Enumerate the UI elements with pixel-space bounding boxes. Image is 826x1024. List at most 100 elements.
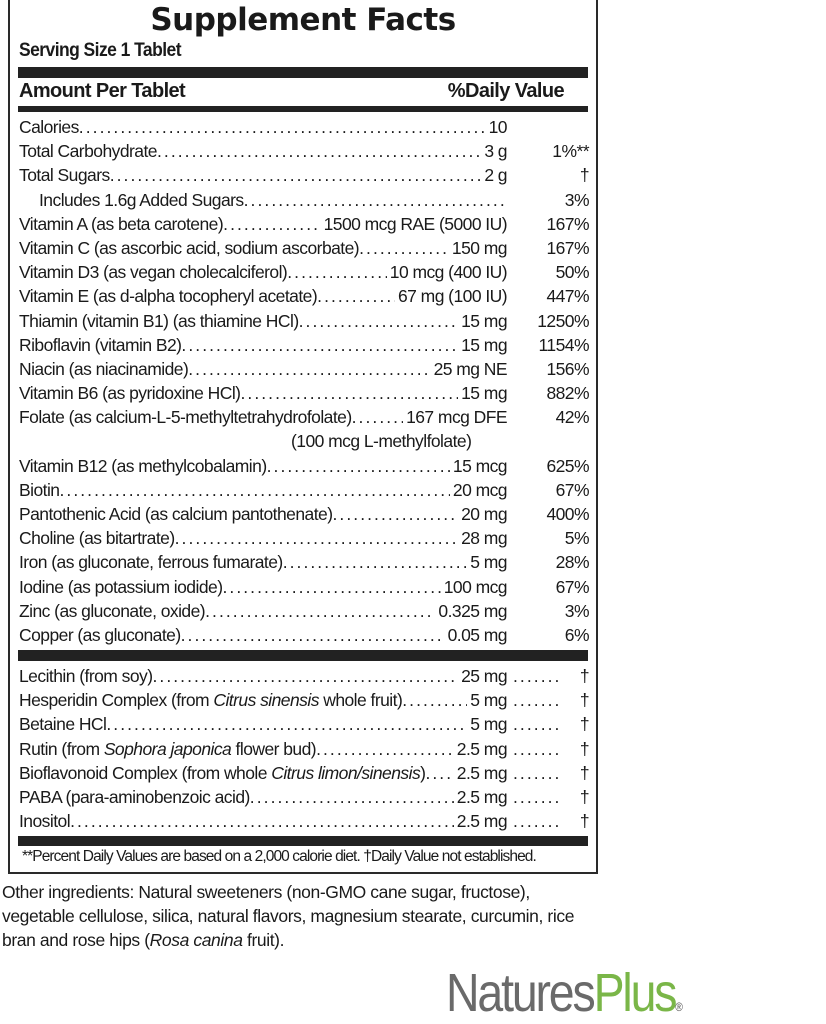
nutrient-daily-value: 3% (564, 600, 590, 621)
nutrient-name: Riboflavin (vitamin B2) (19, 334, 182, 355)
nutrient-daily-value: 156% (546, 358, 589, 379)
other-nutrient-row: PABA (para-aminobenzoic acid) 2.5 mg † (19, 785, 590, 809)
nutrient-daily-value: 625% (546, 455, 589, 476)
dot-leader (267, 454, 450, 478)
other-ingredients: Other ingredients: Natural sweeteners (n… (2, 880, 602, 952)
nutrient-amount: 20 mcg (452, 479, 508, 500)
nutrient-name: Hesperidin Complex (from Citrus sinensis… (19, 688, 403, 712)
nutrient-amount: 5 mg (470, 552, 507, 573)
nutrient-daily-value: 167% (546, 213, 589, 234)
nutrient-row: Iron (as gluconate, ferrous fumarate) 5 m… (19, 550, 590, 574)
nutrient-name: PABA (para-aminobenzoic acid) (19, 785, 250, 809)
nutrient-name: Choline (as bitartrate) (19, 528, 175, 549)
nutrient-name: Copper (as gluconate) (19, 624, 181, 645)
nutrient-row: Vitamin A (as beta carotene) 1500 mcg RAE… (19, 212, 590, 236)
nutrient-name-text: Betaine HCl (19, 714, 107, 735)
nutrient-amount: 5 mg (470, 714, 507, 735)
nutrient-amount: 10 (488, 117, 508, 137)
nutrient-daily-value: † (579, 811, 590, 832)
nutrient-row: Vitamin E (as d-alpha tocopheryl acetate… (19, 284, 590, 308)
nutrient-amount: 100 mcg (443, 576, 508, 597)
nutrient-name: Vitamin D3 (as vegan cholecalciferol) (19, 262, 288, 283)
nutrient-row: Zinc (as gluconate, oxide) 0.325 mg 3% (19, 599, 590, 623)
nutrient-name-text: Rutin (from (19, 738, 104, 759)
nutrient-amount: 15 mg (461, 383, 507, 404)
dot-leader (110, 163, 482, 187)
naturesplus-logo: NaturesPlus® (446, 962, 683, 1024)
dot-leader (59, 478, 449, 502)
divider-medium (18, 106, 588, 112)
nutrient-name: Total Sugars (19, 165, 110, 186)
nutrient-amount: 2.5 mg (456, 786, 508, 807)
nutrient-row: Pantothenic Acid (as calcium pantothenat… (19, 502, 590, 526)
nutrient-name-text: Bioflavonoid Complex (from whole (19, 762, 272, 783)
nutrient-amount: 10 mcg (400 IU) (389, 262, 508, 283)
footnote: **Percent Daily Values are based on a 2,… (22, 848, 537, 865)
dot-leader (181, 333, 458, 357)
dot-leader (106, 712, 467, 736)
nutrient-daily-value: 42% (555, 407, 590, 428)
nutrient-name-italic: Citrus sinensis (213, 690, 319, 711)
nutrient-amount: 2.5 mg (456, 738, 508, 759)
nutrient-daily-value: † (579, 786, 590, 807)
dot-leader (152, 664, 458, 688)
nutrient-row: Vitamin C (as ascorbic acid, sodium asco… (19, 236, 590, 260)
nutrient-row: Total Sugars 2 g † (19, 163, 590, 187)
divider-thick (18, 650, 588, 661)
nutrient-amount: 2.5 mg (456, 762, 508, 783)
nutrient-name-italic: Citrus limon/sinensis (271, 762, 421, 783)
nutrient-name-italic: Sophora japonica (103, 738, 232, 759)
nutrient-name: Vitamin C (as ascorbic acid, sodium asco… (19, 237, 360, 258)
nutrient-amount: 5 mg (470, 690, 507, 711)
dot-leader (287, 260, 387, 284)
nutrient-daily-value: † (579, 762, 590, 783)
dot-leader (507, 785, 561, 809)
other-nutrient-list: Lecithin (from soy) 25 mg † Hesperidin Comp… (19, 664, 590, 833)
daily-value-header: %Daily Value (447, 80, 565, 102)
other-nutrient-row: Lecithin (from soy) 25 mg † (19, 664, 590, 688)
nutrient-name-text-end: whole fruit) (318, 690, 403, 711)
nutrient-name-text: Inositol (19, 811, 71, 832)
nutrient-name: Vitamin E (as d-alpha tocopheryl acetate… (19, 286, 318, 307)
divider-thick (18, 836, 588, 846)
dot-leader (157, 139, 481, 163)
dot-leader (79, 115, 486, 139)
nutrient-name: Iron (as gluconate, ferrous fumarate) (19, 552, 283, 573)
nutrient-name-text: Lecithin (from soy) (19, 666, 153, 686)
nutrient-amount: 0.05 mg (447, 624, 508, 645)
dot-leader (205, 599, 435, 623)
dot-leader (316, 737, 454, 761)
nutrient-amount: 0.325 mg (438, 600, 507, 621)
nutrient-daily-value: 400% (546, 504, 589, 524)
nutrient-row: Iodine (as potassium iodide) 100 mcg 67% (19, 575, 590, 599)
other-nutrient-row: Bioflavonoid Complex (from whole Citrus … (19, 761, 590, 785)
nutrient-name: Includes 1.6g Added Sugars (39, 189, 244, 210)
nutrient-daily-value: 3% (564, 189, 590, 210)
logo-plus: Plus (593, 963, 678, 1023)
serving-size: Serving Size 1 Tablet (19, 40, 182, 61)
divider-thick (18, 67, 588, 78)
nutrient-daily-value: † (579, 738, 590, 759)
nutrient-daily-value: † (579, 165, 590, 186)
dot-leader (359, 236, 449, 260)
other-nutrient-row: Inositol 2.5 mg † (19, 809, 590, 833)
nutrient-row: Total Carbohydrate 3 g 1%** (19, 139, 590, 163)
nutrient-row: Biotin 20 mcg 67% (19, 478, 590, 502)
nutrient-amount: 15 mg (461, 334, 507, 355)
nutrient-row: Includes 1.6g Added Sugars 3% (19, 188, 590, 212)
dot-leader (250, 785, 454, 809)
nutrient-amount: 28 mg (461, 528, 507, 549)
nutrient-name-text-end: flower bud) (231, 738, 317, 759)
nutrient-name-text: Hesperidin Complex (from (19, 690, 214, 711)
nutrient-daily-value: 67% (555, 479, 590, 500)
dot-leader (507, 712, 561, 736)
nutrient-name: Biotin (19, 479, 60, 500)
dot-leader (507, 688, 561, 712)
nutrient-name: Vitamin A (as beta carotene) (19, 213, 224, 234)
nutrient-daily-value: 28% (555, 552, 590, 573)
other-nutrient-row: Rutin (from Sophora japonica flower bud)… (19, 737, 590, 761)
nutrient-daily-value: 167% (546, 237, 589, 258)
dot-leader (317, 284, 395, 308)
nutrient-row: Vitamin D3 (as vegan cholecalciferol) 10 … (19, 260, 590, 284)
dot-leader (425, 761, 453, 785)
